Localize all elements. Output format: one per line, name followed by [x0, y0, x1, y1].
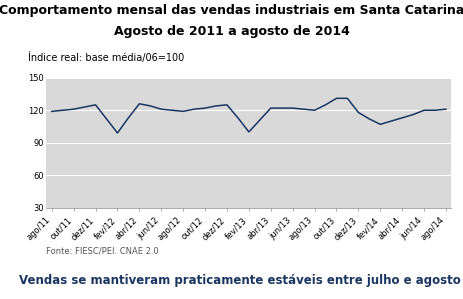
Text: Comportamento mensal das vendas industriais em Santa Catarina: Comportamento mensal das vendas industri…	[0, 4, 463, 17]
Text: Vendas se mantiveram praticamente estáveis entre julho e agosto: Vendas se mantiveram praticamente estáve…	[19, 274, 460, 287]
Text: Agosto de 2011 a agosto de 2014: Agosto de 2011 a agosto de 2014	[113, 25, 350, 38]
Text: Fonte: FIESC/PEI. CNAE 2.0: Fonte: FIESC/PEI. CNAE 2.0	[46, 247, 159, 256]
Text: Índice real: base média/06=100: Índice real: base média/06=100	[28, 52, 184, 63]
